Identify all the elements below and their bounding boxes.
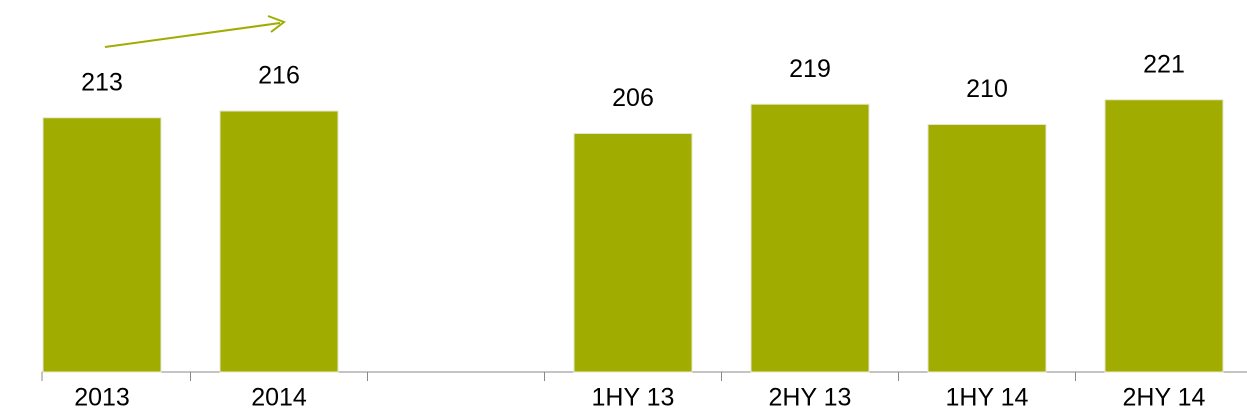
value-label: 206 — [612, 84, 654, 112]
value-label: 216 — [258, 62, 300, 90]
bar — [750, 103, 870, 373]
trend-arrow — [104, 22, 281, 48]
value-label: 219 — [789, 55, 831, 83]
x-tick-label: 1HY 13 — [592, 384, 675, 412]
x-tick-label: 1HY 14 — [946, 384, 1029, 412]
bar — [927, 124, 1047, 373]
x-tick-label: 2HY 14 — [1123, 384, 1206, 412]
bar — [219, 110, 339, 373]
bar — [573, 133, 693, 373]
value-label: 210 — [966, 75, 1008, 103]
bar — [1104, 99, 1224, 373]
bar — [42, 117, 162, 373]
trend-arrow-head — [267, 15, 287, 33]
x-tick-label: 2014 — [251, 384, 307, 412]
value-label: 213 — [81, 68, 123, 96]
value-label: 221 — [1143, 50, 1185, 78]
x-tick-label: 2HY 13 — [769, 384, 852, 412]
x-tick-label: 2013 — [74, 384, 130, 412]
